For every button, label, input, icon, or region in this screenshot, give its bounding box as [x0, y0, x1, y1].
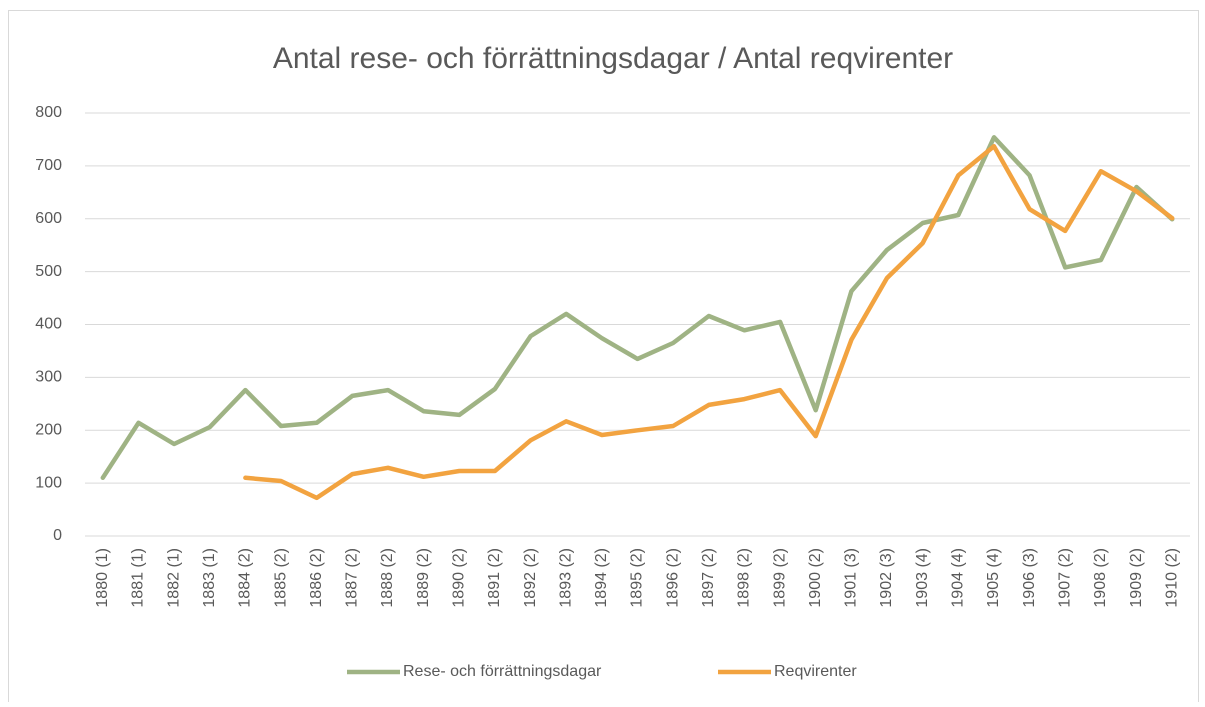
series-line — [100, 135, 1175, 481]
x-tick-label: 1891 (2) — [486, 548, 503, 608]
x-tick-label: 1903 (4) — [914, 548, 931, 608]
x-tick-label: 1893 (2) — [557, 548, 574, 608]
y-tick-label: 0 — [53, 527, 62, 544]
x-tick-label: 1895 (2) — [629, 548, 646, 608]
x-tick-label: 1885 (2) — [272, 548, 289, 608]
x-tick-label: 1904 (4) — [950, 548, 967, 608]
x-tick-label: 1883 (1) — [201, 548, 218, 608]
x-tick-label: 1899 (2) — [771, 548, 788, 608]
y-tick-label: 800 — [35, 104, 62, 121]
x-tick-label: 1894 (2) — [593, 548, 610, 608]
y-tick-label: 600 — [35, 210, 62, 227]
x-tick-label: 1888 (2) — [379, 548, 396, 608]
y-tick-label: 300 — [35, 369, 62, 386]
legend-label: Rese- och förrättningsdagar — [403, 663, 602, 680]
x-tick-label: 1890 (2) — [450, 548, 467, 608]
x-tick-label: 1884 (2) — [237, 548, 254, 608]
chart-frame — [8, 10, 1199, 707]
x-tick-label: 1898 (2) — [736, 548, 753, 608]
x-tick-label: 1881 (1) — [130, 548, 147, 608]
x-tick-label: 1910 (2) — [1163, 548, 1180, 608]
x-tick-label: 1880 (1) — [94, 548, 111, 608]
y-tick-label: 700 — [35, 157, 62, 174]
x-tick-label: 1889 (2) — [415, 548, 432, 608]
series-line — [243, 144, 1175, 501]
y-tick-label: 200 — [35, 421, 62, 438]
x-tick-label: 1896 (2) — [664, 548, 681, 608]
x-tick-label: 1882 (1) — [165, 548, 182, 608]
x-tick-label: 1909 (2) — [1128, 548, 1145, 608]
x-tick-label: 1886 (2) — [308, 548, 325, 608]
chart-title: Antal rese- och förrättningsdagar / Anta… — [273, 42, 953, 75]
y-tick-label: 500 — [35, 263, 62, 280]
x-tick-label: 1902 (3) — [878, 548, 895, 608]
x-tick-label: 1901 (3) — [843, 548, 860, 608]
x-tick-label: 1906 (3) — [1021, 548, 1038, 608]
x-tick-label: 1900 (2) — [807, 548, 824, 608]
x-tick-label: 1897 (2) — [700, 548, 717, 608]
x-tick-label: 1892 (2) — [522, 548, 539, 608]
x-tick-label: 1908 (2) — [1092, 548, 1109, 608]
x-tick-label: 1907 (2) — [1056, 548, 1073, 608]
x-tick-label: 1905 (4) — [985, 548, 1002, 608]
y-tick-label: 400 — [35, 316, 62, 333]
y-tick-label: 100 — [35, 474, 62, 491]
x-tick-label: 1887 (2) — [344, 548, 361, 608]
legend-label: Reqvirenter — [774, 663, 857, 680]
legend: Rese- och förrättningsdagar Reqvirenter — [347, 663, 857, 680]
